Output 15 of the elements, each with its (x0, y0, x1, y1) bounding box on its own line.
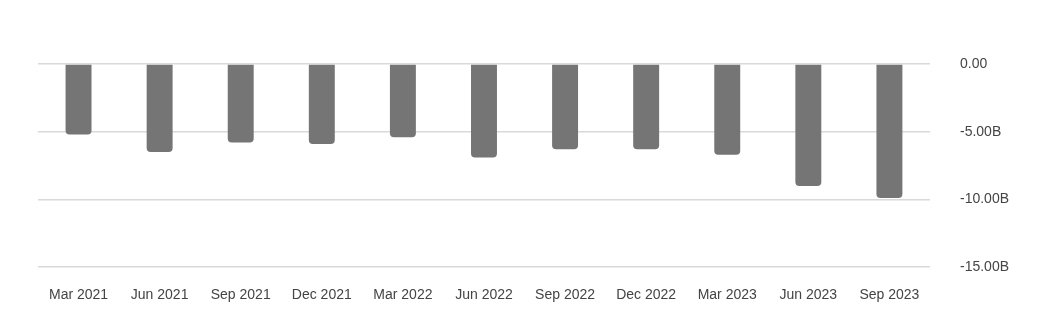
y-tick-label: -10.00B (959, 190, 1010, 207)
x-tick-label: Jun 2023 (779, 286, 838, 303)
x-tick-label: Sep 2023 (859, 286, 920, 303)
x-tick-label: Sep 2021 (210, 286, 271, 303)
y-tick-label: -15.00B (959, 258, 1010, 275)
x-tick-label: Dec 2022 (616, 286, 677, 303)
x-tick-label: Mar 2023 (697, 286, 758, 303)
y-tick-label: -5.00B (959, 122, 1002, 139)
x-tick-label: Jun 2022 (455, 286, 513, 303)
x-tick-label: Mar 2022 (373, 286, 433, 303)
x-tick-label: Mar 2021 (48, 286, 109, 303)
x-tick-label: Sep 2022 (535, 286, 596, 303)
y-tick-label: 0.00 (959, 54, 988, 71)
x-tick-label: Jun 2021 (130, 286, 189, 303)
x-tick-label: Dec 2021 (291, 286, 352, 303)
